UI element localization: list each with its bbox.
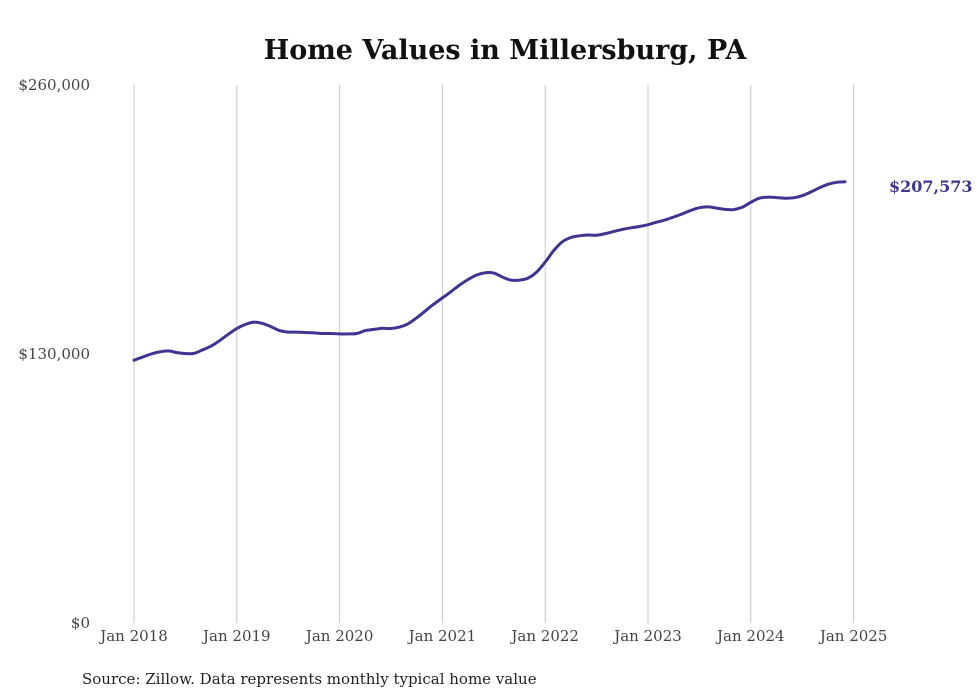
x-tick-label: Jan 2021 <box>407 627 477 645</box>
x-tick-label: Jan 2025 <box>818 627 888 645</box>
grid-layer <box>133 85 855 623</box>
x-tick-label: Jan 2023 <box>612 627 682 645</box>
x-tick-label: Jan 2022 <box>509 627 579 645</box>
y-tick-label: $130,000 <box>18 345 90 363</box>
x-tick-label: Jan 2018 <box>98 627 168 645</box>
x-axis-ticks: Jan 2018 Jan 2019 Jan 2020 Jan 2021 Jan 2022… <box>98 627 887 645</box>
y-tick-label: $260,000 <box>18 76 90 94</box>
chart-title: Home Values in Millersburg, PA <box>264 35 748 66</box>
x-tick-label: Jan 2020 <box>304 627 374 645</box>
series-layer <box>132 180 847 362</box>
source-note: Source: Zillow. Data represents monthly … <box>82 670 537 688</box>
series-line-0 <box>132 180 847 362</box>
y-tick-label: $0 <box>71 614 90 632</box>
x-tick-label: Jan 2019 <box>201 627 271 645</box>
y-axis-ticks: $0 $130,000 $260,000 <box>18 76 90 632</box>
end-value-label: $207,573 <box>889 177 973 196</box>
x-tick-label: Jan 2024 <box>715 627 785 645</box>
